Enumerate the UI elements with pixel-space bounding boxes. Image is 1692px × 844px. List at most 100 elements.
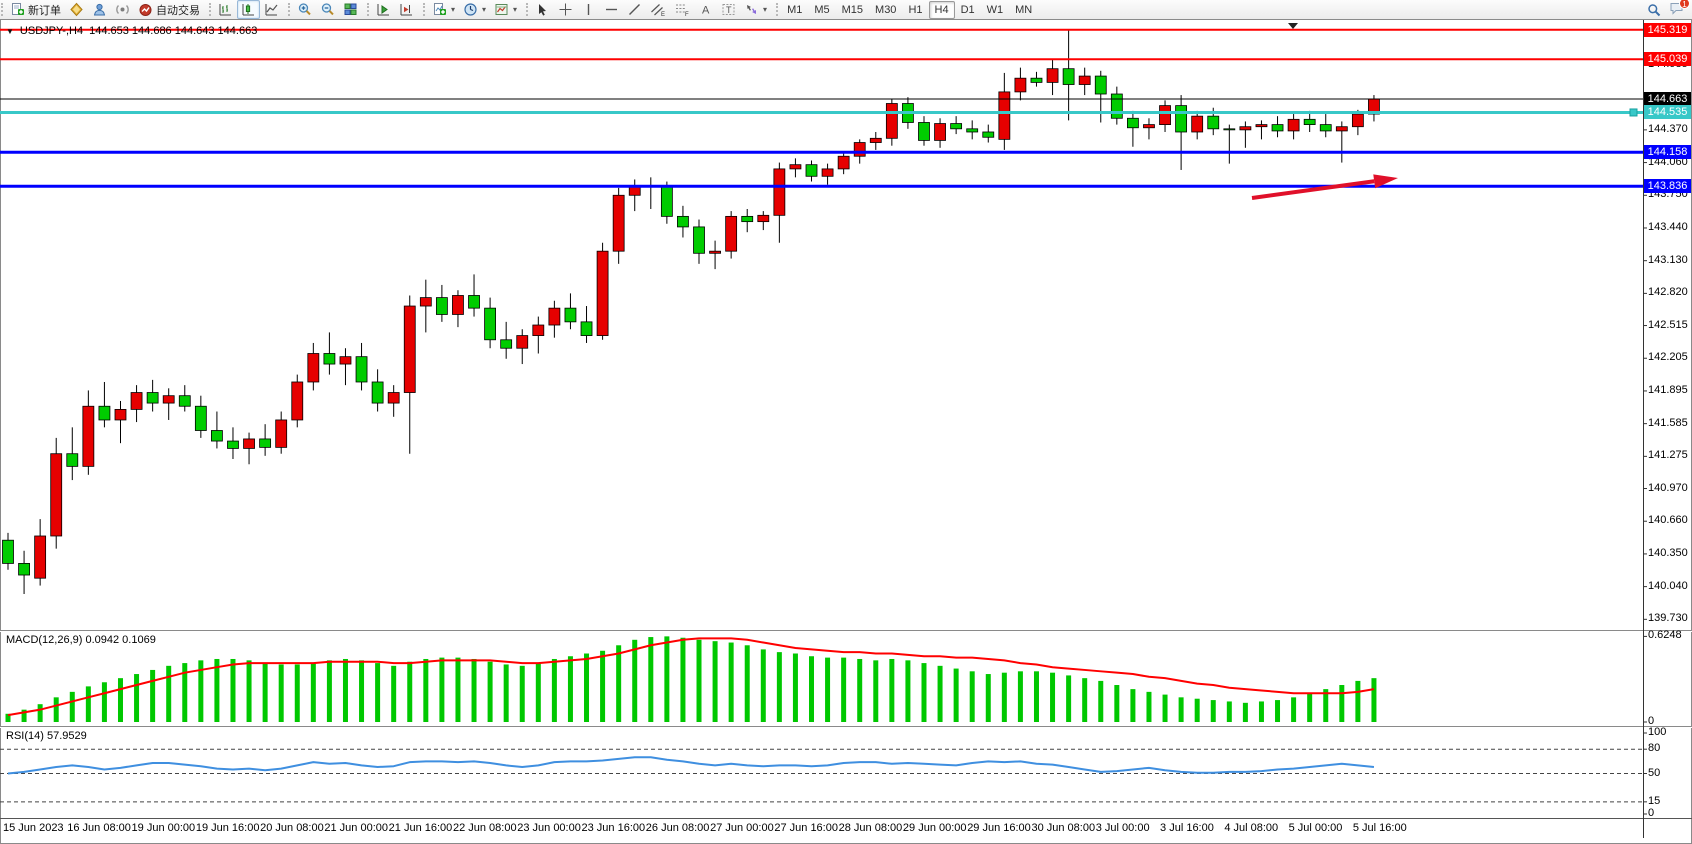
timeframe-button-d1[interactable]: D1 (960, 3, 975, 16)
candle-body (885, 103, 898, 139)
macd-histogram-bar (21, 709, 27, 722)
time-label: 20 Jun 08:00 (260, 822, 324, 834)
svg-text:A: A (702, 5, 710, 17)
macd-histogram-bar (198, 660, 204, 722)
zoom-out-button[interactable] (316, 0, 339, 19)
timeframe-button-h4[interactable]: H4 (928, 0, 955, 19)
timeframe-button-h1[interactable]: H1 (908, 3, 923, 16)
macd-histogram-bar (1210, 700, 1216, 722)
macd-histogram-bar (1082, 678, 1088, 722)
macd-histogram-bar (905, 660, 911, 722)
auto-scroll-button[interactable] (372, 0, 395, 19)
candle-body (371, 381, 384, 404)
macd-histogram-bar (776, 652, 782, 722)
new-order-icon (12, 3, 24, 15)
candle-body (548, 307, 561, 326)
annotation-arrow-shaft[interactable] (1251, 179, 1375, 200)
signals-button[interactable] (111, 0, 134, 19)
new-order-button[interactable]: 新订单 (6, 0, 65, 19)
trendline-button[interactable] (623, 0, 646, 19)
periods-caret-icon: ▾ (482, 5, 487, 14)
text-label-button[interactable]: T (717, 0, 740, 19)
macd-histogram-bar (359, 660, 365, 722)
time-label: 22 Jun 08:00 (452, 822, 517, 834)
cursor-button[interactable] (531, 0, 554, 19)
candle-body (243, 438, 255, 449)
price-tick-label: 141.585 (1648, 416, 1688, 429)
periods-button[interactable]: ▾ (459, 0, 490, 19)
time-label: 4 Jul 08:00 (1224, 822, 1279, 834)
price-axis[interactable]: 144.985144.370144.060143.750143.440143.1… (1644, 0, 1692, 844)
toolbar-group-chart-type (208, 0, 287, 19)
crosshair-button[interactable] (554, 0, 577, 19)
search-icon[interactable] (1647, 3, 1661, 17)
line-chart-icon (265, 4, 278, 16)
notifications-button[interactable]: 1 (1669, 0, 1690, 18)
price-tick-label: 141.895 (1648, 383, 1688, 396)
macd-histogram-bar (1178, 697, 1184, 722)
timeframe-button-m5[interactable]: M5 (814, 3, 830, 16)
zoom-in-button[interactable] (293, 0, 316, 19)
templates-button[interactable]: ▾ (490, 0, 521, 19)
macd-histogram-bar (1146, 691, 1152, 722)
annotation-arrow-head[interactable] (1373, 174, 1398, 189)
vertical-line-button[interactable] (577, 0, 600, 19)
candle-body (162, 395, 175, 404)
fibonacci-button[interactable]: F (670, 0, 694, 19)
text-button[interactable]: A (694, 0, 717, 19)
candle-body (323, 353, 336, 365)
time-label: 5 Jul 16:00 (1352, 822, 1407, 834)
candle-body (1303, 118, 1316, 125)
chart-shift-button[interactable] (395, 0, 418, 19)
auto-trading-button[interactable]: 自动交易 (134, 0, 204, 19)
community-button[interactable] (88, 0, 111, 19)
time-label: 21 Jun 16:00 (388, 822, 453, 834)
macd-histogram-bar (1291, 697, 1297, 722)
macd-histogram-bar (1194, 698, 1200, 722)
time-label: 27 Jun 00:00 (710, 822, 774, 834)
equidistant-channel-button[interactable]: E (646, 0, 670, 19)
svg-text:T: T (726, 5, 732, 15)
macd-histogram-bar (294, 664, 300, 722)
macd-histogram-bar (214, 658, 220, 722)
zoom-in-icon (298, 3, 311, 16)
price-tick-label: 140.350 (1648, 546, 1688, 559)
quotes-button[interactable] (65, 0, 88, 19)
candle-body (1143, 124, 1155, 129)
equidistant-channel-icon: E (651, 4, 665, 17)
timeframe-button-w1[interactable]: W1 (986, 3, 1004, 16)
candle-body (130, 392, 143, 410)
svg-text:E: E (661, 12, 665, 17)
chart-title-bar: ▼ USDJPY-,H4 144.653 144.686 144.643 144… (6, 25, 257, 37)
chart-shift-marker[interactable] (1288, 23, 1298, 29)
bar-chart-icon (219, 4, 231, 16)
timeframe-button-m15[interactable]: M15 (841, 3, 864, 16)
macd-histogram-bar (1226, 701, 1232, 722)
tile-windows-button[interactable] (339, 0, 362, 19)
timeframe-button-m30[interactable]: M30 (875, 3, 897, 16)
timeframe-button-m1[interactable]: M1 (787, 3, 803, 16)
candle-body (227, 440, 239, 449)
bar-chart-button[interactable] (214, 0, 237, 19)
macd-histogram-bar (1307, 693, 1313, 722)
candle-body (773, 168, 786, 216)
horizontal-line-button[interactable] (600, 0, 623, 19)
macd-histogram-bar (423, 658, 429, 722)
hline-handle[interactable] (1629, 108, 1638, 117)
svg-text:F: F (685, 12, 689, 17)
candle-body (259, 438, 272, 448)
candle-body (950, 123, 963, 130)
candle-body (532, 324, 545, 336)
candle-body (789, 164, 802, 170)
indicators-button[interactable]: ▾ (428, 0, 459, 19)
candle-body (564, 307, 577, 323)
candlestick-chart-button[interactable] (237, 0, 260, 19)
arrows-button[interactable]: ▾ (740, 0, 771, 19)
title-expand-icon[interactable]: ▼ (6, 26, 14, 36)
candle-body (500, 339, 513, 349)
timeframe-button-mn[interactable]: MN (1015, 3, 1033, 16)
line-chart-button[interactable] (260, 0, 283, 19)
candle-body (1014, 77, 1027, 93)
